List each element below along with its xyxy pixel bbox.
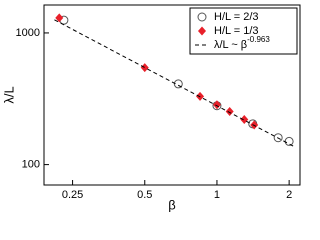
y-axis-label: λ/L <box>1 86 16 103</box>
data-point <box>197 12 207 22</box>
y-tick-label: 1000 <box>16 27 40 39</box>
x-tick-label: 0.5 <box>137 189 152 201</box>
data-point <box>198 26 206 36</box>
data-point <box>55 13 64 23</box>
data-point <box>173 79 183 89</box>
legend-label: λ/L ~ β-0.963 <box>214 35 270 51</box>
data-point <box>240 115 249 125</box>
plot-frame <box>43 4 301 186</box>
x-tick-label: 2 <box>286 189 292 201</box>
x-tick-label: 0.25 <box>62 189 83 201</box>
data-point <box>284 136 294 146</box>
data-point <box>273 133 283 143</box>
y-tick-label: 100 <box>22 159 40 171</box>
x-tick-label: 1 <box>214 189 220 201</box>
legend-label: H/L = 1/3 <box>214 25 259 37</box>
data-point <box>225 107 234 117</box>
legend-name: H/L = 1/3 <box>214 25 259 37</box>
legend-name: H/L = 2/3 <box>214 11 259 23</box>
legend-exponent: -0.963 <box>247 35 270 44</box>
legend-name: λ/L ~ β <box>214 39 247 51</box>
legend-label: H/L = 2/3 <box>214 11 259 23</box>
fit-line <box>54 19 295 148</box>
legend-box <box>189 7 298 55</box>
data-point <box>212 100 221 110</box>
x-axis-label: β <box>168 197 175 212</box>
data-point <box>140 63 149 73</box>
chart: β λ/L 0.25 0.5 1 2 100 1000 H/L = 2/3 H/L = 1/3… <box>1 4 301 212</box>
